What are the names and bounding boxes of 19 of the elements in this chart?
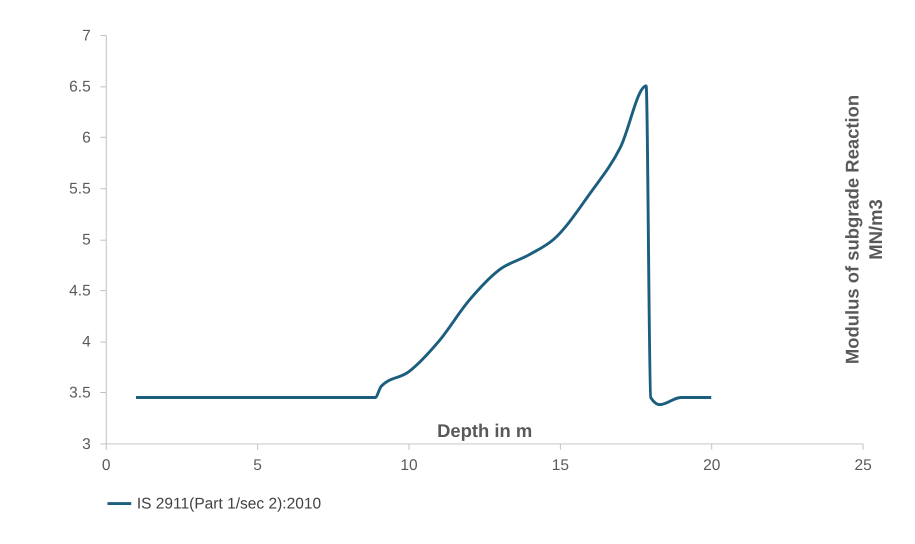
x-tick-label: 0 — [102, 457, 111, 474]
x-tick-label: 10 — [400, 457, 418, 474]
y-tick-label: 4.5 — [69, 282, 91, 300]
y-tick-label: 7 — [82, 27, 91, 44]
y-tick-label: 4 — [82, 334, 92, 351]
y-tick-label: 3 — [82, 436, 91, 453]
x-tick-label: 25 — [854, 457, 872, 474]
y-tick-label: 6 — [82, 129, 91, 146]
y-tick-label: 5.5 — [69, 180, 91, 198]
y-tick-label: 5 — [82, 232, 91, 249]
y-tick-label: 6.5 — [69, 78, 91, 96]
line-series — [134, 84, 713, 406]
x-tick-label: 20 — [703, 457, 721, 474]
x-tick-label: 5 — [253, 457, 262, 474]
y-tick-label: 3.5 — [69, 384, 91, 402]
legend-label: IS 2911(Part 1/sec 2):2010 — [136, 495, 322, 512]
y-axis-title: Modulus of subgrade Reaction MN/m3 — [842, 94, 886, 364]
x-axis-title: Depth in m — [437, 420, 532, 442]
x-tick-label: 15 — [552, 457, 569, 474]
